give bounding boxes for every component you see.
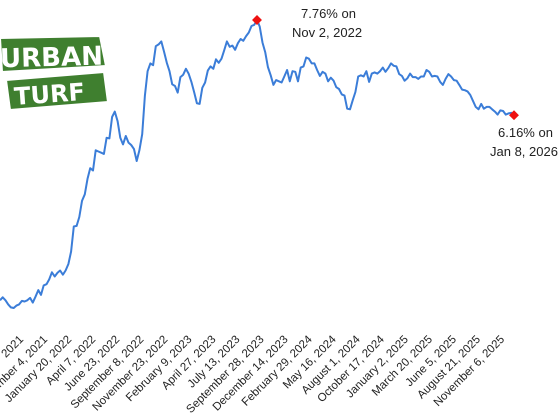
logo-bottom-plate (4, 70, 110, 112)
last-annotation-line2: Jan 8, 2026 (490, 144, 558, 159)
max-marker (252, 15, 262, 25)
logo-line2: TURF (13, 78, 86, 111)
logo-top-plate (0, 34, 108, 74)
last-annotation: 6.16% on Jan 8, 2026 (490, 125, 558, 159)
max-annotation-line2: Nov 2, 2022 (292, 25, 362, 40)
urban-turf-logo: URBAN TURF (0, 34, 110, 112)
last-annotation-line1: 6.16% on (498, 125, 553, 140)
last-marker (509, 110, 519, 121)
logo-line1: URBAN (0, 42, 103, 75)
max-annotation-line1: 7.76% on (301, 6, 356, 21)
max-annotation: 7.76% on Nov 2, 2022 (292, 6, 362, 40)
